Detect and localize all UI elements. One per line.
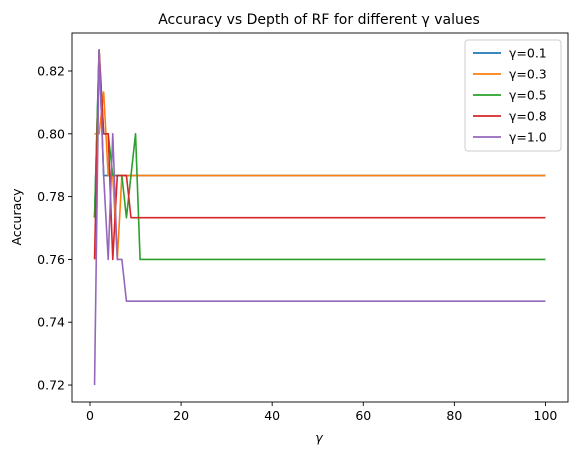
legend-label-3: γ=0.5	[509, 88, 547, 103]
x-tick-label: 60	[355, 408, 371, 423]
y-tick-label: 0.74	[37, 315, 65, 330]
legend-label-5: γ=1.0	[509, 130, 547, 145]
plot-area	[71, 32, 569, 403]
x-tick-label: 40	[264, 408, 280, 423]
y-tick-label: 0.76	[37, 252, 65, 267]
x-tick-label: 0	[86, 408, 94, 423]
x-tick-label: 80	[446, 408, 462, 423]
plot-frame	[71, 32, 569, 403]
y-axis: 0.72 0.74 0.76 0.78 0.80 0.82	[37, 63, 72, 393]
legend-label-1: γ=0.1	[509, 46, 547, 61]
legend-box	[464, 39, 562, 152]
legend-label-4: γ=0.8	[509, 109, 547, 124]
legend-label-2: γ=0.3	[509, 67, 547, 82]
chart-title: Accuracy vs Depth of RF for different γ …	[158, 12, 480, 28]
x-axis-label: γ	[315, 430, 323, 445]
series-line-5	[93, 49, 546, 386]
x-axis: 0 20 40 60 80 100	[86, 402, 557, 423]
series-layer	[93, 49, 546, 386]
x-tick-label: 100	[534, 408, 558, 423]
x-tick-label: 20	[173, 408, 189, 423]
y-axis-label: Accuracy	[9, 188, 24, 246]
y-tick-label: 0.80	[37, 126, 65, 141]
y-tick-label: 0.78	[37, 189, 65, 204]
y-tick-label: 0.82	[37, 63, 65, 78]
legend: γ=0.1 γ=0.3 γ=0.5 γ=0.8 γ=1.0	[464, 39, 562, 152]
y-tick-label: 0.72	[37, 378, 65, 393]
